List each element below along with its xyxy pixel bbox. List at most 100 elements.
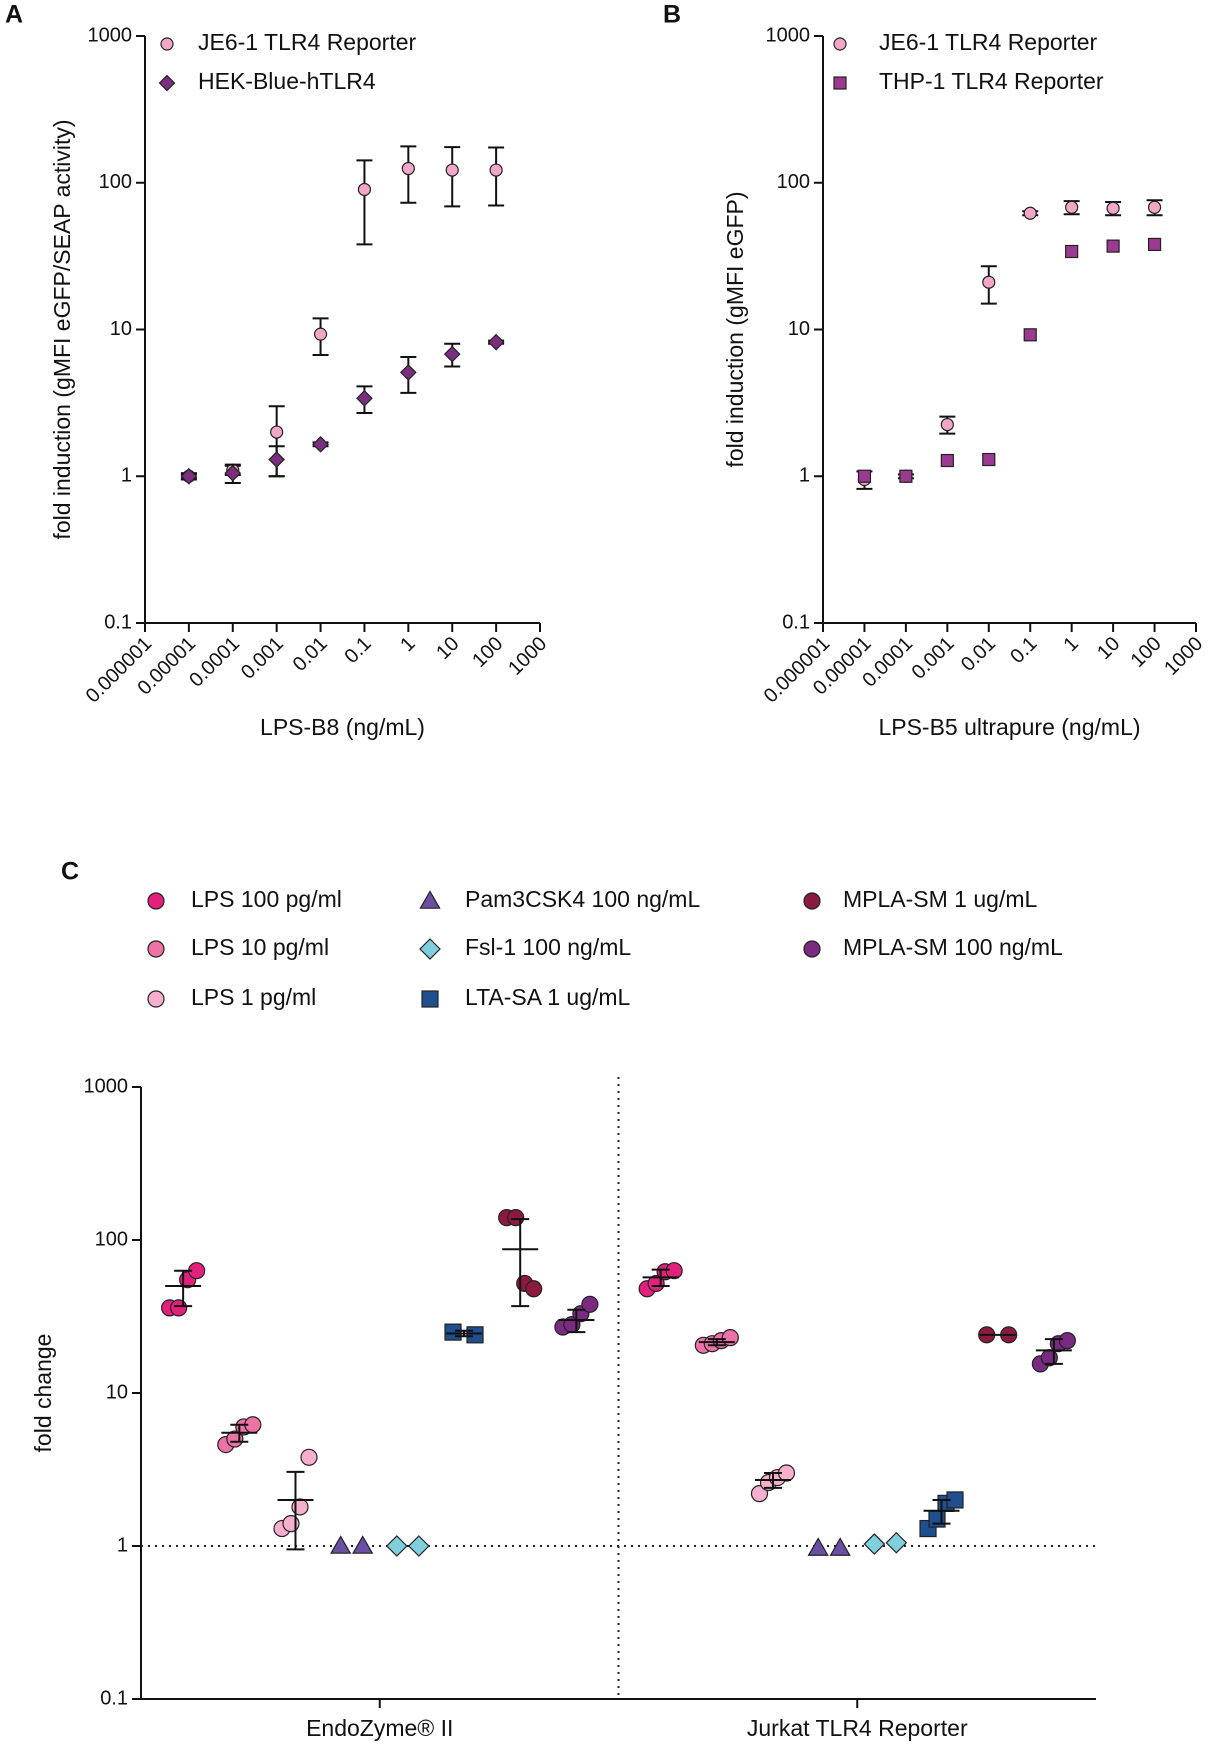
marker bbox=[982, 275, 996, 289]
x-tick-label: 100 bbox=[468, 633, 507, 672]
panel-label: A bbox=[5, 1, 23, 29]
y-tick-label: 0.1 bbox=[782, 611, 810, 633]
marker bbox=[885, 1531, 908, 1554]
marker bbox=[803, 892, 821, 910]
marker bbox=[507, 1209, 525, 1227]
marker bbox=[803, 940, 821, 958]
x-axis-label: LPS-B5 ultrapure (ng/mL) bbox=[878, 714, 1140, 740]
marker bbox=[863, 1533, 886, 1555]
error-bar bbox=[567, 1308, 586, 1334]
marker bbox=[1065, 244, 1079, 259]
x-tick-label: 1 bbox=[1060, 633, 1083, 656]
error-bar bbox=[230, 1423, 249, 1443]
marker bbox=[147, 940, 165, 958]
legend-label: JE6-1 TLR4 Reporter bbox=[879, 29, 1098, 55]
legend-label: Pam3CSK4 100 ng/mL bbox=[465, 886, 700, 912]
y-tick-label: 10 bbox=[788, 318, 810, 340]
marker bbox=[489, 163, 503, 177]
error-bar bbox=[651, 1268, 670, 1288]
marker bbox=[487, 333, 505, 351]
legend-label: Fsl-1 100 ng/mL bbox=[465, 934, 631, 960]
marker bbox=[419, 938, 441, 960]
marker bbox=[833, 37, 847, 51]
y-tick-label: 1000 bbox=[88, 24, 133, 46]
marker bbox=[385, 1535, 408, 1557]
marker bbox=[829, 1537, 851, 1556]
marker bbox=[356, 389, 373, 407]
marker bbox=[1023, 328, 1037, 342]
marker bbox=[833, 76, 847, 90]
marker bbox=[466, 1326, 484, 1344]
x-tick-label: 0.001 bbox=[908, 633, 959, 684]
marker bbox=[445, 163, 459, 177]
y-tick-label: 1000 bbox=[84, 1075, 129, 1097]
marker bbox=[721, 1329, 739, 1347]
error-bar bbox=[174, 1269, 193, 1308]
marker bbox=[180, 467, 198, 485]
marker bbox=[419, 890, 441, 909]
marker bbox=[443, 345, 461, 363]
y-tick-label: 1 bbox=[121, 465, 132, 487]
y-tick-label: 0.1 bbox=[100, 1687, 128, 1709]
error-bar bbox=[286, 1470, 305, 1551]
marker bbox=[170, 1299, 188, 1317]
x-tick-label: 0.01 bbox=[289, 633, 332, 676]
x-tick-label: 10 bbox=[1093, 633, 1124, 664]
y-tick-label: 1 bbox=[117, 1534, 128, 1556]
x-tick-label: EndoZyme® II bbox=[306, 1715, 453, 1741]
marker bbox=[444, 1323, 462, 1341]
marker bbox=[352, 1535, 374, 1554]
legend-label: HEK-Blue-hTLR4 bbox=[198, 68, 376, 94]
y-axis-label: fold change bbox=[30, 1334, 56, 1453]
legend-label: LPS 100 pg/ml bbox=[191, 886, 342, 912]
legend-label: MPLA-SM 1 ug/mL bbox=[843, 886, 1037, 912]
legend-label: JE6-1 TLR4 Reporter bbox=[198, 29, 417, 55]
marker bbox=[407, 1535, 430, 1557]
legend-label: LTA-SA 1 ug/mL bbox=[465, 984, 631, 1010]
x-tick-label: 1000 bbox=[1160, 633, 1207, 680]
marker bbox=[421, 990, 439, 1008]
legend-label: THP-1 TLR4 Reporter bbox=[879, 68, 1104, 94]
x-tick-label: 10 bbox=[432, 633, 463, 664]
marker bbox=[147, 892, 165, 910]
x-tick-label: 1 bbox=[396, 633, 419, 656]
y-tick-label: 1000 bbox=[766, 24, 811, 46]
marker bbox=[291, 1498, 309, 1516]
y-tick-label: 100 bbox=[95, 1228, 128, 1250]
marker bbox=[160, 37, 174, 51]
marker bbox=[313, 327, 328, 341]
error-bar bbox=[1044, 1338, 1063, 1365]
marker bbox=[857, 469, 872, 483]
error-bar bbox=[763, 1472, 782, 1489]
marker bbox=[807, 1537, 829, 1556]
x-tick-label: 0.1 bbox=[340, 633, 375, 668]
marker bbox=[750, 1485, 769, 1503]
marker bbox=[899, 469, 913, 483]
legend-label: LPS 1 pg/ml bbox=[191, 984, 316, 1010]
marker bbox=[940, 417, 954, 432]
y-tick-label: 0.1 bbox=[104, 611, 132, 633]
y-axis-label: fold induction (gMFI eGFP/SEAP activity) bbox=[49, 119, 75, 539]
legend-label: MPLA-SM 100 ng/mL bbox=[843, 934, 1063, 960]
x-tick-label: 1000 bbox=[504, 633, 551, 680]
x-tick-label: 0.001 bbox=[237, 633, 288, 684]
marker bbox=[1058, 1332, 1076, 1350]
x-tick-label: 0.01 bbox=[957, 633, 1000, 676]
marker bbox=[312, 435, 329, 453]
marker bbox=[399, 364, 417, 381]
error-bar bbox=[356, 159, 373, 246]
marker bbox=[401, 161, 415, 176]
marker bbox=[1106, 239, 1120, 253]
marker bbox=[1023, 206, 1037, 220]
marker bbox=[940, 453, 954, 468]
marker bbox=[581, 1295, 599, 1313]
y-tick-label: 1 bbox=[799, 465, 810, 487]
marker bbox=[982, 452, 996, 467]
y-tick-label: 100 bbox=[777, 171, 810, 193]
y-axis-label: fold induction (gMFI eGFP) bbox=[722, 191, 748, 467]
x-tick-label: 100 bbox=[1127, 633, 1166, 672]
x-axis-label: LPS-B8 (ng/mL) bbox=[260, 714, 425, 740]
legend-label: LPS 10 pg/ml bbox=[191, 934, 329, 960]
x-tick-label: Jurkat TLR4 Reporter bbox=[747, 1715, 968, 1741]
